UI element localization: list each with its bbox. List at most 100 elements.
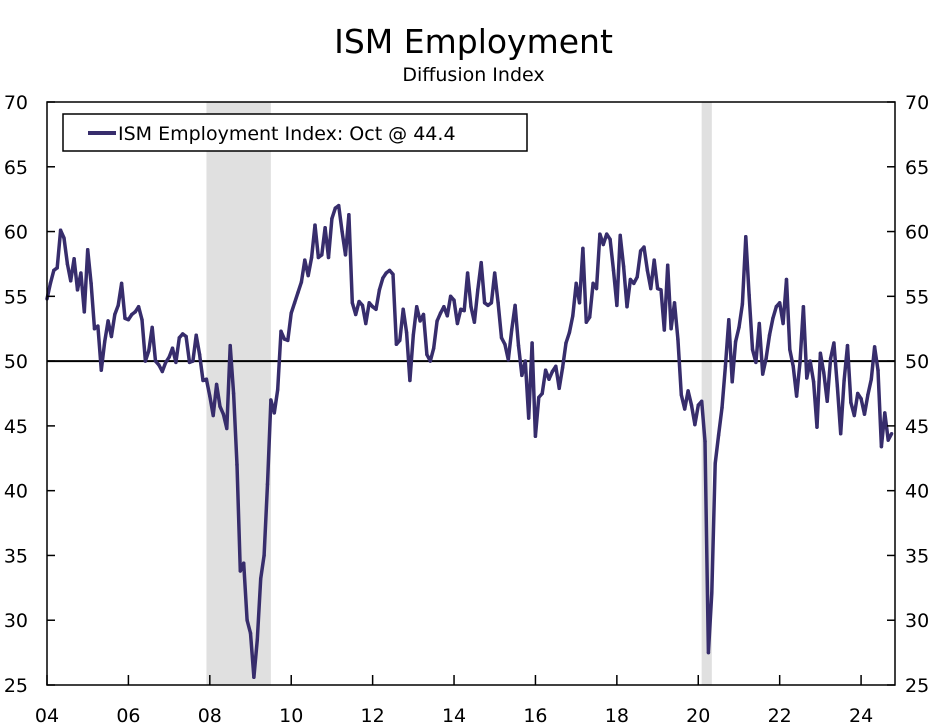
data-point <box>832 341 836 345</box>
data-point <box>252 675 256 679</box>
data-point <box>177 336 181 340</box>
data-point <box>109 334 114 339</box>
data-point <box>442 304 446 309</box>
legend-label: ISM Employment Index: Oct @ 44.4 <box>118 123 456 145</box>
data-point <box>825 399 829 403</box>
x-tick-label: 22 <box>768 705 792 727</box>
data-point <box>130 312 134 317</box>
data-point <box>703 439 707 444</box>
data-point <box>859 396 863 401</box>
y-tick-label-left: 65 <box>4 157 28 179</box>
data-point <box>48 281 53 286</box>
data-point <box>550 369 555 374</box>
data-point <box>822 371 826 375</box>
data-point <box>306 273 310 278</box>
data-point <box>791 364 795 368</box>
data-point <box>777 301 782 305</box>
data-point <box>571 314 575 318</box>
data-point <box>842 378 846 383</box>
data-point <box>150 325 154 330</box>
data-point <box>72 257 76 261</box>
data-point <box>476 288 480 292</box>
data-point <box>448 294 453 299</box>
data-point <box>445 314 449 318</box>
data-point <box>737 325 741 330</box>
y-tick-label-right: 45 <box>905 416 929 438</box>
data-point <box>754 360 758 365</box>
data-point <box>869 377 873 381</box>
data-point <box>99 368 103 372</box>
data-point <box>387 268 392 273</box>
data-point <box>642 245 646 249</box>
data-point <box>123 316 127 321</box>
data-point <box>255 637 260 642</box>
data-point <box>242 561 246 565</box>
x-tick-label: 06 <box>116 705 140 727</box>
x-tick-label: 18 <box>605 705 629 727</box>
data-point <box>761 372 765 376</box>
data-point <box>862 412 867 416</box>
recession-shading <box>206 102 712 685</box>
data-point <box>296 290 300 295</box>
data-point <box>767 333 772 337</box>
y-tick-label-right: 60 <box>905 222 929 244</box>
data-point <box>174 360 178 365</box>
data-point <box>282 337 287 341</box>
data-point <box>292 301 297 305</box>
data-point <box>228 343 232 348</box>
data-point <box>384 271 388 275</box>
data-point <box>316 255 321 260</box>
data-point <box>638 249 643 253</box>
data-point <box>537 395 541 400</box>
data-point <box>801 304 806 309</box>
data-point <box>886 438 890 442</box>
data-point <box>469 304 473 309</box>
data-point <box>564 341 568 345</box>
data-point <box>794 394 799 398</box>
data-point <box>248 631 253 635</box>
data-point <box>472 320 477 324</box>
data-point <box>567 330 572 335</box>
data-point <box>482 301 487 305</box>
data-point <box>435 319 439 323</box>
data-point <box>805 376 809 380</box>
data-point <box>747 293 751 297</box>
data-point <box>676 337 680 341</box>
data-point <box>353 312 358 317</box>
data-point <box>740 302 745 306</box>
data-point <box>218 404 222 409</box>
data-point <box>591 281 595 286</box>
data-point <box>459 307 463 311</box>
data-point <box>547 377 551 381</box>
data-point <box>839 431 843 436</box>
data-point <box>615 303 619 308</box>
data-point <box>757 321 762 326</box>
data-point <box>866 393 870 397</box>
x-tick-label: 24 <box>849 705 873 727</box>
data-point <box>628 277 633 282</box>
data-point <box>170 346 175 350</box>
data-point <box>357 299 361 304</box>
data-point <box>320 253 324 257</box>
data-point <box>279 329 283 334</box>
data-point <box>496 301 500 305</box>
data-point <box>62 236 66 240</box>
data-point <box>713 461 717 466</box>
data-point <box>187 360 192 365</box>
y-tick-label-left: 30 <box>4 610 28 632</box>
data-point <box>82 310 87 314</box>
data-point <box>876 368 880 372</box>
data-point <box>503 342 507 346</box>
data-point <box>601 242 605 247</box>
data-point <box>381 276 385 280</box>
data-point <box>618 233 622 238</box>
y-tick-label-left: 40 <box>4 481 28 503</box>
data-point <box>330 216 334 221</box>
data-point <box>526 416 531 420</box>
data-point <box>530 341 534 345</box>
data-point <box>391 272 395 277</box>
data-point <box>594 286 599 291</box>
data-point <box>343 253 348 257</box>
data-point <box>645 268 650 273</box>
